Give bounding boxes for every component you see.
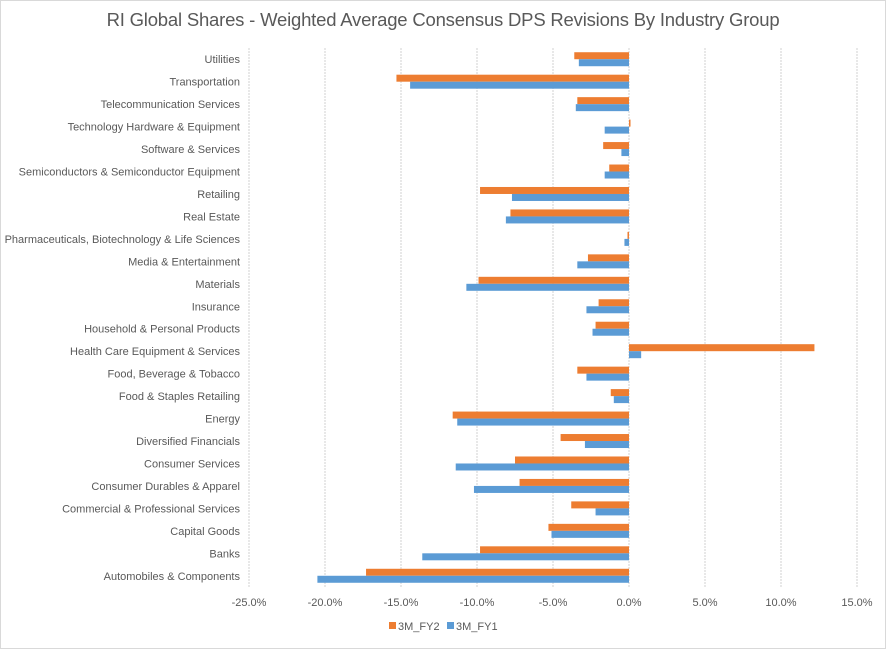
bar-3m-fy2 — [595, 321, 629, 329]
x-tick-label: 15.0% — [841, 597, 872, 609]
chart-title: RI Global Shares - Weighted Average Cons… — [106, 9, 780, 30]
category-label: Diversified Financials — [136, 436, 240, 448]
bar-3m-fy1 — [584, 441, 629, 449]
category-label: Materials — [195, 279, 240, 291]
category-label: Energy — [205, 414, 240, 426]
bar-3m-fy1 — [604, 126, 629, 134]
gridlines — [248, 48, 858, 587]
category-label: Banks — [209, 548, 240, 560]
category-label: Utilities — [205, 54, 241, 66]
bar-3m-fy2 — [480, 546, 629, 554]
x-axis-tick-labels: -25.0% -20.0% -15.0% -10.0% -5.0% 0.0% 5.0% 10.… — [232, 597, 873, 609]
bar-3m-fy2 — [603, 142, 629, 150]
bar-3m-fy1 — [551, 530, 629, 538]
bar-3m-fy1 — [586, 373, 629, 381]
bar-3m-fy2 — [510, 209, 629, 217]
category-label: Transportation — [169, 77, 240, 89]
bar-3m-fy1 — [511, 193, 629, 201]
category-label: Pharmaceuticals, Biotechnology & Life Sc… — [5, 234, 241, 246]
x-tick-label: -20.0% — [308, 597, 343, 609]
bar-3m-fy1 — [410, 81, 629, 89]
bar-3m-fy2 — [515, 456, 629, 464]
bar-3m-fy2 — [366, 568, 629, 576]
bar-3m-fy1 — [613, 396, 629, 404]
bar-3m-fy1 — [575, 104, 629, 112]
bar-3m-fy1 — [317, 575, 629, 583]
legend: 3M_FY2 3M_FY1 — [389, 621, 498, 633]
bar-3m-fy2 — [574, 52, 629, 60]
bar-3m-fy1 — [592, 328, 629, 336]
bar-3m-fy2 — [610, 389, 629, 397]
category-label: Technology Hardware & Equipment — [68, 122, 240, 134]
bar-3m-fy2 — [478, 276, 629, 284]
bar-3m-fy2 — [629, 119, 631, 127]
x-tick-label: -5.0% — [539, 597, 568, 609]
bar-3m-fy2 — [560, 434, 629, 442]
category-label: Food & Staples Retailing — [119, 391, 240, 403]
bar-3m-fy1 — [604, 171, 629, 179]
category-labels: Utilities Transportation Telecommunication… — [5, 54, 241, 583]
category-label: Capital Goods — [170, 526, 240, 538]
bar-3m-fy2 — [587, 254, 629, 262]
x-tick-label: 0.0% — [616, 597, 641, 609]
category-label: Media & Entertainment — [128, 256, 240, 268]
category-label: Automobiles & Components — [104, 571, 241, 583]
category-label: Telecommunication Services — [101, 99, 241, 111]
bars — [317, 52, 815, 583]
x-tick-label: -10.0% — [460, 597, 495, 609]
bar-3m-fy1 — [578, 59, 629, 67]
category-label: Health Care Equipment & Services — [70, 346, 240, 358]
bar-3m-fy1 — [457, 418, 629, 426]
legend-swatch — [389, 622, 396, 629]
legend-swatch — [447, 622, 454, 629]
bar-3m-fy1 — [586, 306, 629, 314]
bar-3m-fy2 — [627, 231, 629, 239]
legend-label: 3M_FY2 — [398, 621, 440, 633]
bar-3m-fy1 — [466, 283, 629, 291]
bar-3m-fy2 — [577, 97, 629, 105]
bar-3m-fy1 — [629, 351, 642, 359]
bar-3m-fy1 — [621, 149, 629, 157]
bar-3m-fy1 — [624, 238, 629, 246]
x-tick-label: -25.0% — [232, 597, 267, 609]
category-label: Real Estate — [183, 211, 240, 223]
bar-3m-fy1 — [505, 216, 629, 224]
bar-3m-fy2 — [452, 411, 629, 419]
x-tick-label: 5.0% — [692, 597, 717, 609]
category-label: Household & Personal Products — [84, 324, 240, 336]
category-label: Semiconductors & Semiconductor Equipment — [19, 167, 240, 179]
bar-3m-fy2 — [577, 366, 629, 374]
bar-3m-fy1 — [577, 261, 629, 269]
bar-3m-fy1 — [473, 485, 629, 493]
x-tick-label: 10.0% — [765, 597, 796, 609]
bar-3m-fy2 — [519, 478, 629, 486]
bar-3m-fy2 — [598, 299, 629, 307]
bar-3m-fy1 — [422, 553, 629, 561]
category-label: Retailing — [197, 189, 240, 201]
bar-3m-fy2 — [571, 501, 629, 509]
category-label: Insurance — [192, 301, 240, 313]
bar-3m-fy2 — [480, 186, 629, 194]
category-label: Consumer Durables & Apparel — [91, 481, 240, 493]
x-tick-label: -15.0% — [384, 597, 419, 609]
category-label: Food, Beverage & Tobacco — [108, 369, 241, 381]
bar-3m-fy2 — [548, 523, 629, 531]
category-label: Software & Services — [141, 144, 241, 156]
category-label: Consumer Services — [144, 458, 240, 470]
bar-3m-fy1 — [595, 508, 629, 516]
bar-3m-fy2 — [396, 74, 629, 82]
bar-3m-fy2 — [629, 344, 815, 352]
legend-label: 3M_FY1 — [456, 621, 498, 633]
bar-3m-fy1 — [455, 463, 629, 471]
category-label: Commercial & Professional Services — [62, 503, 240, 515]
bar-3m-fy2 — [609, 164, 629, 172]
